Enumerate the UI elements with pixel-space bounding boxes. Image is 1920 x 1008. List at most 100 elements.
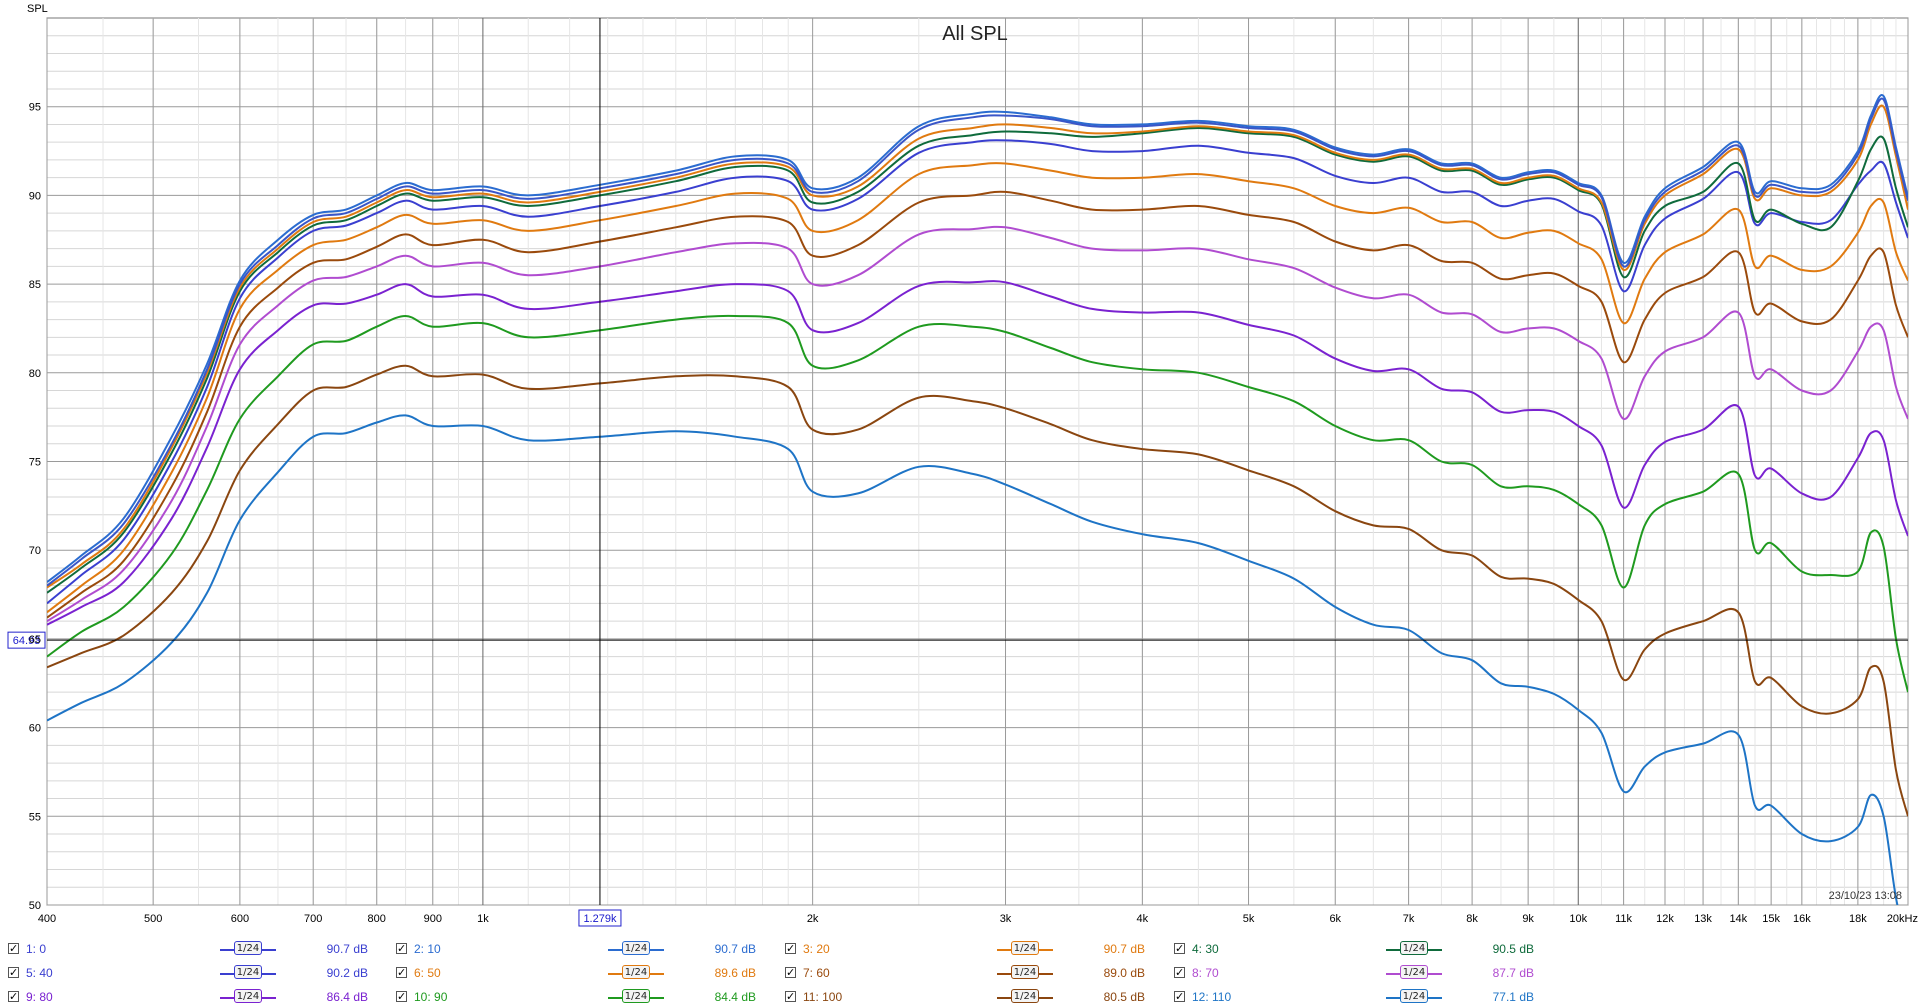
legend-label: 1: 0 <box>26 942 47 956</box>
legend-checkbox[interactable]: ✓ <box>1174 966 1185 979</box>
x-tick-label: 20kHz <box>1887 913 1918 925</box>
legend-checkbox[interactable]: ✓ <box>1174 990 1185 1003</box>
legend-checkbox[interactable]: ✓ <box>8 942 19 955</box>
legend-checkbox[interactable]: ✓ <box>8 966 19 979</box>
legend-smoothing-button[interactable]: 1/24 <box>1400 941 1428 955</box>
y-tick-label: 50 <box>29 900 41 912</box>
legend-line-swatch <box>1039 997 1053 999</box>
legend-checkbox[interactable]: ✓ <box>396 966 407 979</box>
legend-label: 3: 20 <box>803 942 830 956</box>
legend-value: 90.5 dB <box>1492 942 1534 956</box>
legend-checkbox[interactable]: ✓ <box>396 942 407 955</box>
legend-value: 89.0 dB <box>1103 966 1145 980</box>
legend-line-swatch <box>262 973 276 975</box>
y-tick-label: 90 <box>29 190 41 202</box>
y-tick-label: 75 <box>29 457 41 469</box>
legend-item[interactable]: ✓ 5: 40 1/24 90.2 dB <box>8 964 388 982</box>
axes: 50 55 60 65 70 75 80 85 90 95 400 500 600 700 800 900 1k… <box>29 102 1918 925</box>
x-tick-label: 18k <box>1849 913 1867 925</box>
x-tick-label: 2k <box>807 913 819 925</box>
x-tick-label: 700 <box>304 913 322 925</box>
x-tick-label: 11k <box>1615 913 1632 925</box>
legend-label: 10: 90 <box>414 990 448 1004</box>
legend-line-swatch <box>262 997 276 999</box>
y-tick-label: 60 <box>29 723 41 735</box>
legend-smoothing-button[interactable]: 1/24 <box>622 989 650 1003</box>
x-tick-label: 7k <box>1403 913 1415 925</box>
legend-value: 86.4 dB <box>326 990 368 1004</box>
spl-chart[interactable]: 64.93 1.279k 50 55 60 65 70 75 80 85 90 95 400 500 60… <box>0 0 1920 936</box>
legend-smoothing-button[interactable]: 1/24 <box>234 989 262 1003</box>
legend-checkbox[interactable]: ✓ <box>785 990 796 1003</box>
legend-smoothing-button[interactable]: 1/24 <box>622 965 650 979</box>
legend-line-swatch <box>1386 949 1400 951</box>
legend-smoothing-button[interactable]: 1/24 <box>234 965 262 979</box>
legend-item[interactable]: ✓ 7: 60 1/24 89.0 dB <box>785 964 1165 982</box>
legend-item[interactable]: ✓ 2: 10 1/24 90.7 dB <box>396 940 776 958</box>
x-tick-label: 5k <box>1243 913 1255 925</box>
legend-line-swatch <box>608 973 622 975</box>
legend-line-swatch <box>220 997 234 999</box>
legend-item[interactable]: ✓ 3: 20 1/24 90.7 dB <box>785 940 1165 958</box>
legend-item[interactable]: ✓ 6: 50 1/24 89.6 dB <box>396 964 776 982</box>
legend-item[interactable]: ✓ 10: 90 1/24 84.4 dB <box>396 988 776 1006</box>
legend-line-swatch <box>1386 997 1400 999</box>
x-tick-label: 14k <box>1729 913 1747 925</box>
legend-smoothing-button[interactable]: 1/24 <box>1400 989 1428 1003</box>
legend-smoothing-button[interactable]: 1/24 <box>1011 989 1039 1003</box>
series-line-12 <box>47 414 1899 905</box>
legend-label: 4: 30 <box>1192 942 1219 956</box>
legend-label: 8: 70 <box>1192 966 1219 980</box>
legend-label: 7: 60 <box>803 966 830 980</box>
legend-item[interactable]: ✓ 11: 100 1/24 80.5 dB <box>785 988 1165 1006</box>
y-tick-label: 65 <box>29 634 41 646</box>
series-line-6 <box>47 162 1908 614</box>
legend-label: 2: 10 <box>414 942 441 956</box>
legend-value: 87.7 dB <box>1492 966 1534 980</box>
legend-item[interactable]: ✓ 1: 0 1/24 90.7 dB <box>8 940 388 958</box>
legend-value: 84.4 dB <box>714 990 756 1004</box>
legend-checkbox[interactable]: ✓ <box>785 966 796 979</box>
cursor[interactable]: 64.93 1.279k <box>7 18 1908 927</box>
y-tick-label: 80 <box>29 368 41 380</box>
x-tick-label: 9k <box>1522 913 1534 925</box>
x-tick-label: 6k <box>1329 913 1341 925</box>
legend-item[interactable]: ✓ 9: 80 1/24 86.4 dB <box>8 988 388 1006</box>
x-tick-label: 10k <box>1569 913 1587 925</box>
legend-line-swatch <box>1428 973 1442 975</box>
legend-checkbox[interactable]: ✓ <box>396 990 407 1003</box>
legend-line-swatch <box>650 949 664 951</box>
x-tick-label: 400 <box>38 913 56 925</box>
legend-item[interactable]: ✓ 4: 30 1/24 90.5 dB <box>1174 940 1554 958</box>
legend-checkbox[interactable]: ✓ <box>8 990 19 1003</box>
legend-checkbox[interactable]: ✓ <box>1174 942 1185 955</box>
legend-line-swatch <box>997 997 1011 999</box>
legend-smoothing-button[interactable]: 1/24 <box>1011 965 1039 979</box>
x-tick-label: 500 <box>144 913 162 925</box>
legend-line-swatch <box>220 973 234 975</box>
date-stamp: 23/10/23 13:08 <box>1829 890 1902 902</box>
x-tick-label: 3k <box>1000 913 1012 925</box>
legend-line-swatch <box>650 997 664 999</box>
x-tick-label: 8k <box>1466 913 1478 925</box>
legend-item[interactable]: ✓ 12: 110 1/24 77.1 dB <box>1174 988 1554 1006</box>
legend-line-swatch <box>1039 973 1053 975</box>
x-tick-label: 4k <box>1137 913 1149 925</box>
legend-checkbox[interactable]: ✓ <box>785 942 796 955</box>
x-tick-label: 15k <box>1762 913 1780 925</box>
legend-smoothing-button[interactable]: 1/24 <box>622 941 650 955</box>
legend-line-swatch <box>1428 997 1442 999</box>
series-line-3 <box>47 104 1908 589</box>
series-line-0 <box>47 97 1908 587</box>
legend-smoothing-button[interactable]: 1/24 <box>234 941 262 955</box>
legend-value: 90.7 dB <box>714 942 756 956</box>
legend-item[interactable]: ✓ 8: 70 1/24 87.7 dB <box>1174 964 1554 982</box>
x-tick-label: 12k <box>1656 913 1674 925</box>
x-tick-label: 16k <box>1793 913 1811 925</box>
legend-smoothing-button[interactable]: 1/24 <box>1011 941 1039 955</box>
legend-line-swatch <box>608 997 622 999</box>
series-line-9 <box>47 280 1908 626</box>
chart-title: All SPL <box>942 23 1008 45</box>
legend-smoothing-button[interactable]: 1/24 <box>1400 965 1428 979</box>
legend-line-swatch <box>1386 973 1400 975</box>
